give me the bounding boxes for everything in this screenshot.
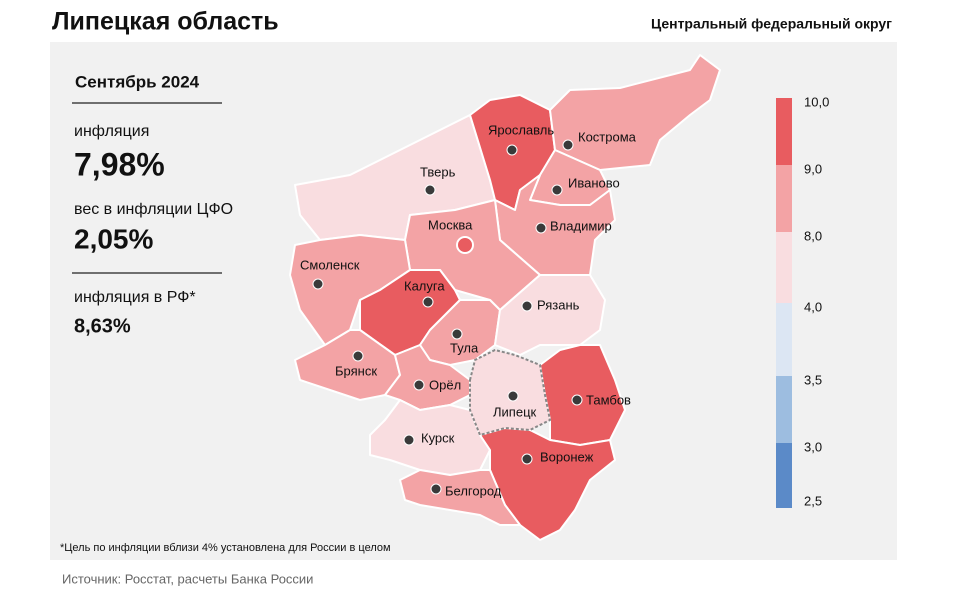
legend-label: 9,0	[804, 161, 822, 176]
region-label: Тула	[450, 340, 479, 355]
legend: 10,0 9,0 8,0 4,0 3,5 3,0 2,5	[776, 94, 829, 508]
legend-label: 2,5	[804, 493, 822, 508]
region-label: Воронеж	[540, 449, 594, 464]
legend-swatch	[776, 376, 792, 443]
region-label: Москва	[428, 217, 473, 232]
legend-swatch	[776, 98, 792, 165]
rf-value: 8,63%	[74, 315, 131, 337]
source: Источник: Росстат, расчеты Банка России	[62, 571, 313, 586]
legend-swatch	[776, 303, 792, 376]
capital-dot	[456, 236, 474, 254]
region-label: Смоленск	[300, 257, 360, 272]
region-label: Ярославль	[488, 122, 554, 137]
legend-swatch	[776, 443, 792, 508]
legend-label: 3,5	[804, 372, 822, 387]
region-label: Иваново	[568, 175, 620, 190]
region	[399, 469, 521, 526]
city-dot	[562, 139, 574, 151]
title: Липецкая область	[52, 8, 279, 36]
region	[494, 274, 606, 356]
city-dot	[413, 379, 425, 391]
region-label: Кострома	[578, 129, 637, 144]
region-label: Курск	[421, 430, 455, 445]
district: Центральный федеральный округ	[651, 16, 892, 32]
region-label: Орёл	[429, 377, 461, 392]
legend-swatch	[776, 232, 792, 303]
region-label: Рязань	[537, 297, 580, 312]
region-label: Калуга	[404, 278, 445, 293]
legend-label: 3,0	[804, 439, 822, 454]
city-dot	[312, 278, 324, 290]
city-dot	[521, 453, 533, 465]
inflation-value: 7,98%	[74, 146, 165, 182]
weight-label: вес в инфляции ЦФО	[74, 201, 233, 218]
region-label: Тверь	[420, 164, 456, 179]
rf-label: инфляция в РФ*	[74, 289, 196, 306]
inflation-label: инфляция	[74, 123, 149, 140]
city-dot	[506, 144, 518, 156]
city-dot	[352, 350, 364, 362]
region	[384, 344, 471, 411]
region-label: Брянск	[335, 363, 377, 378]
region-label: Липецк	[493, 404, 537, 419]
weight-value: 2,05%	[74, 223, 153, 254]
region-label: Тамбов	[586, 392, 631, 407]
city-dot	[535, 222, 547, 234]
map: Тверь Ярославль Кострома Иваново Владими…	[289, 54, 721, 541]
city-dot	[430, 483, 442, 495]
city-dot	[551, 184, 563, 196]
legend-label: 8,0	[804, 228, 822, 243]
city-dot	[403, 434, 415, 446]
region-label: Владимир	[550, 218, 612, 233]
legend-label: 4,0	[804, 299, 822, 314]
legend-swatch	[776, 165, 792, 232]
city-dot	[451, 328, 463, 340]
city-dot	[521, 300, 533, 312]
region-label: Белгород	[445, 483, 502, 498]
city-dot	[422, 296, 434, 308]
city-dot	[424, 184, 436, 196]
period: Сентябрь 2024	[75, 72, 200, 91]
city-dot	[571, 394, 583, 406]
footnote: *Цель по инфляции вблизи 4% установлена …	[60, 542, 391, 554]
legend-label: 10,0	[804, 94, 829, 109]
city-dot	[507, 390, 519, 402]
